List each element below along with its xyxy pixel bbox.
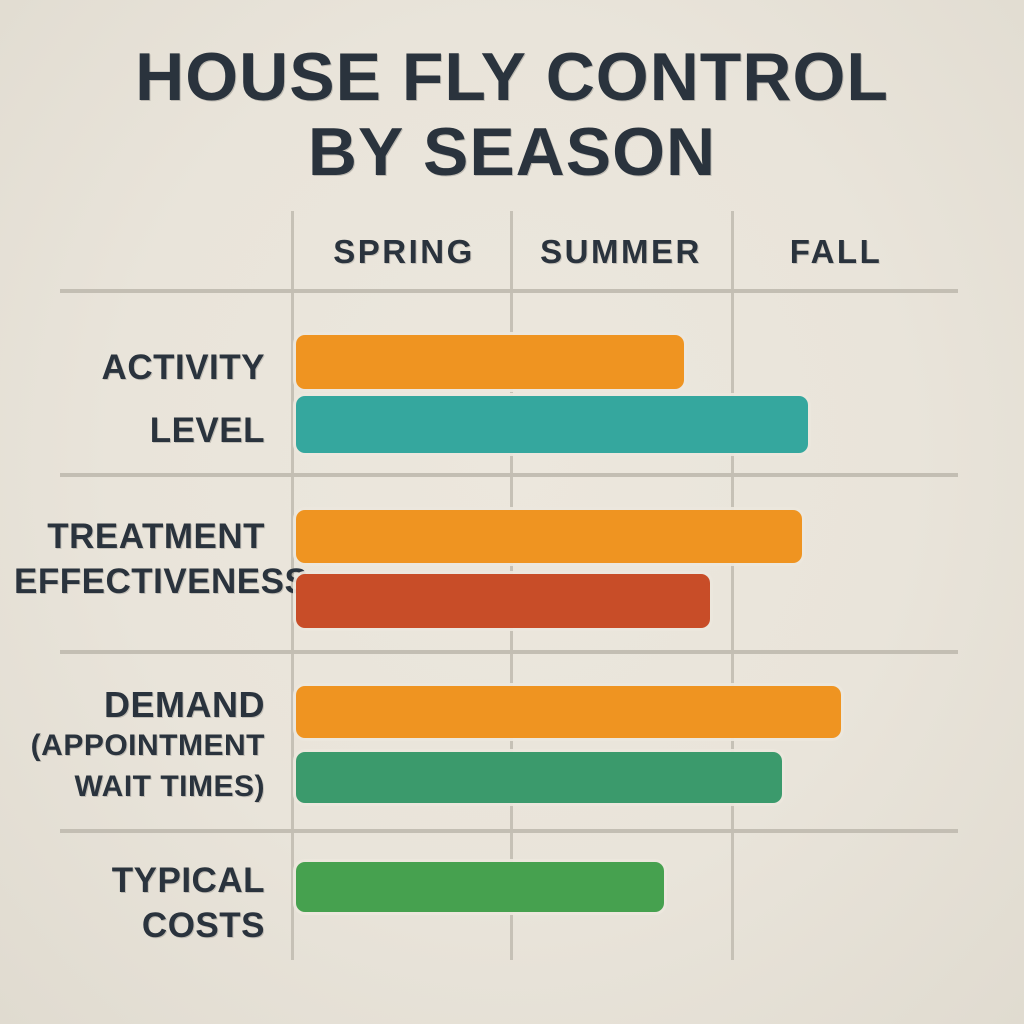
bar-row4-green: [296, 862, 664, 912]
gridline-horizontal-1: [60, 289, 958, 293]
bar-row2-orange: [296, 510, 802, 563]
gridline-horizontal-4: [60, 829, 958, 833]
bar-row2-rust: [296, 574, 710, 628]
column-header-spring: SPRING: [333, 233, 475, 270]
chart-title-line2: BY SEASON: [307, 113, 717, 190]
row-label-line: DEMAND: [104, 684, 265, 725]
chart-title: HOUSE FLY CONTROL BY SEASON: [0, 40, 1024, 190]
bar-row1-teal: [296, 396, 808, 453]
bar-row3-orange: [296, 686, 841, 738]
row-label-line: ACTIVITY: [101, 348, 265, 387]
chart-title-line1: HOUSE FLY CONTROL: [135, 39, 889, 115]
column-header-fall: FALL: [789, 233, 883, 270]
row-label-line: LEVEL: [149, 411, 265, 450]
row-label-line: WAIT TIMES): [74, 770, 265, 803]
row-label-treatment: TREATMENT EFFECTIVENESS: [14, 514, 309, 604]
bar-row3-seagreen: [296, 752, 782, 803]
row-label-demand: DEMAND (APPOINTMENT WAIT TIMES): [14, 684, 265, 807]
gridline-horizontal-3: [60, 650, 958, 654]
row-label-line: (APPOINTMENT: [30, 729, 265, 762]
gridline-vertical-fall: [731, 211, 734, 960]
bar-row1-orange: [296, 335, 684, 389]
row-label-activity: ACTIVITY LEVEL: [14, 336, 265, 462]
row-label-line: TREATMENT: [47, 517, 265, 556]
row-label-line: EFFECTIVENESS: [14, 562, 309, 601]
gridline-vertical-spring: [291, 211, 294, 960]
row-label-typical: TYPICAL COSTS: [14, 858, 265, 948]
row-label-line: TYPICAL: [111, 861, 265, 900]
column-header-summer: SUMMER: [540, 233, 702, 270]
gridline-horizontal-2: [60, 473, 958, 477]
row-label-line: COSTS: [141, 906, 265, 945]
